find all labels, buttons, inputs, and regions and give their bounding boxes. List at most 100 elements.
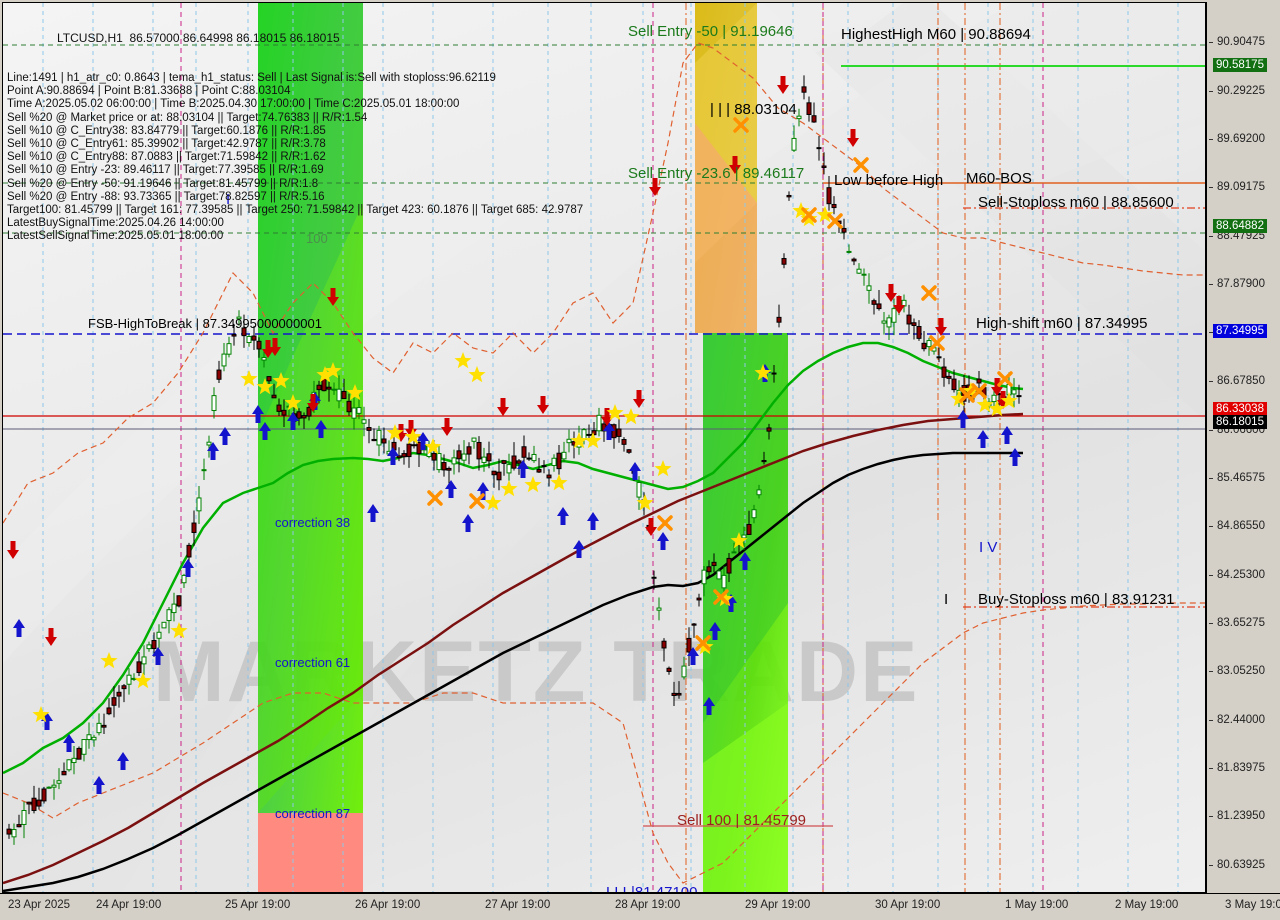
time-tick: 25 Apr 19:00 [225,899,291,911]
time-tick: 1 May 19:00 [1005,899,1069,911]
annotation-label: High-shift m60 | 87.34995 [976,315,1148,332]
annotation-label: Low before High [834,172,944,189]
annotation-label: Sell Entry -50 | 91.19646 [628,23,793,40]
cross-marker-icon [733,117,749,133]
buy-arrow-icon [117,752,129,770]
annotation-label: correction 38 [275,515,351,530]
buy-arrow-icon [603,422,615,440]
price-tick: 84.86550 [1209,520,1265,532]
star-marker-icon [976,396,994,413]
buy-arrow-icon [315,420,327,438]
buy-arrow-icon [445,480,457,498]
sell-arrow-icon [633,390,645,408]
buy-arrow-icon [387,447,399,465]
price-badge[interactable]: 86.18015 [1213,415,1267,429]
star-marker-icon [134,672,152,689]
symbol-title: LTCUSD,H1 86.57000 86.64998 86.18015 86.… [57,31,340,46]
buy-arrow-icon [207,442,219,460]
sell-arrow-icon [649,178,661,196]
buy-arrow-icon [367,504,379,522]
star-marker-icon [524,476,542,493]
star-marker-icon [346,384,364,401]
annotation-label: correction 61 [275,655,351,670]
info-line: Point A:90.88694 | Point B:81.33688 | Po… [7,85,291,98]
buy-arrow-icon [957,410,969,428]
price-badge[interactable]: 86.33038 [1213,402,1267,416]
cross-marker-icon [921,285,937,301]
cross-marker-icon [469,493,485,509]
annotation-label: 100 [306,231,328,246]
buy-arrow-icon [252,405,264,423]
buy-arrow-icon [287,412,299,430]
cross-marker-icon [713,589,729,605]
buy-arrow-icon [63,734,75,752]
price-tick: 80.63925 [1209,859,1265,871]
buy-arrow-icon [657,532,669,550]
price-tick: 83.05250 [1209,665,1265,677]
info-panel: LTCUSD,H1 86.57000 86.64998 86.18015 86.… [7,6,583,270]
sell-arrow-icon [262,340,274,358]
star-marker-icon [570,432,588,449]
price-badge[interactable]: 90.58175 [1213,58,1267,72]
info-line: Sell %10 @ C_Entry88: 87.0883 || Target:… [7,151,326,164]
sell-arrow-icon [497,398,509,416]
star-marker-icon [272,372,290,389]
price-badge[interactable]: 87.34995 [1213,324,1267,338]
price-tick: 87.87900 [1209,278,1265,290]
price-badge[interactable]: 88.64882 [1213,219,1267,233]
sell-arrow-icon [777,76,789,94]
price-tick: 85.46575 [1209,472,1265,484]
signal-markers [7,76,1021,794]
sell-arrow-icon [847,129,859,147]
cross-marker-icon [801,207,817,223]
sell-arrow-icon [601,408,613,426]
star-marker-icon [484,494,502,511]
price-tick: 84.25300 [1209,569,1265,581]
buy-arrow-icon [977,430,989,448]
candlestick-series [6,75,1022,845]
star-marker-icon [324,362,342,379]
buy-arrow-icon [517,460,529,478]
ma-darkred-mid [3,412,1024,885]
info-line: LatestBuySignalTime:2025.04.26 14:00:00 [7,217,224,230]
price-axis[interactable]: 90.90475 90.29225 89.69200 89.09175 88.47925… [1206,2,1280,893]
star-marker-icon [386,424,404,441]
annotation-label: | | | 88.03104 [710,101,797,118]
star-marker-icon [240,370,258,387]
time-tick: 28 Apr 19:00 [615,899,681,911]
star-marker-icon [316,366,334,383]
star-marker-icon [170,622,188,639]
sell-arrow-icon [537,396,549,414]
annotation-label: M60-BOS [966,170,1032,187]
star-marker-icon [816,206,834,223]
annotation-label: FSB-HighToBreak | 87.34995000000001 [88,316,322,331]
time-tick: 27 Apr 19:00 [485,899,551,911]
info-line: Sell %20 @ Entry -50: 91.19646 || Target… [7,177,319,190]
annotation-label: LLL|81.47100 [606,884,698,893]
price-tick: 86.67850 [1209,375,1265,387]
sell-arrow-icon [885,284,897,302]
time-axis[interactable]: 23 Apr 2025 24 Apr 19:00 25 Apr 19:00 26 Ap… [0,893,1280,920]
star-marker-icon [404,428,422,445]
cross-marker-icon [971,383,987,399]
star-marker-icon [550,474,568,491]
sell-arrow-icon [7,541,19,559]
price-tick: 82.44000 [1209,714,1265,726]
chart-plot-area[interactable]: MARKETZ TRADE [2,2,1206,893]
channel-upper [3,42,1205,524]
buy-arrow-icon [93,776,105,794]
buy-arrow-icon [739,552,751,570]
ma-green-fast [3,341,1024,775]
star-marker-icon [1000,392,1018,409]
star-marker-icon [256,378,274,395]
cross-marker-icon [657,515,673,531]
buy-arrow-icon [573,540,585,558]
star-marker-icon [792,202,810,219]
cross-marker-icon [853,157,869,173]
sell-arrow-icon [893,296,905,314]
sell-arrow-icon [327,288,339,306]
star-marker-icon [950,390,968,407]
star-marker-icon [32,706,50,723]
cross-marker-icon [827,213,843,229]
buy-arrow-icon [557,507,569,525]
